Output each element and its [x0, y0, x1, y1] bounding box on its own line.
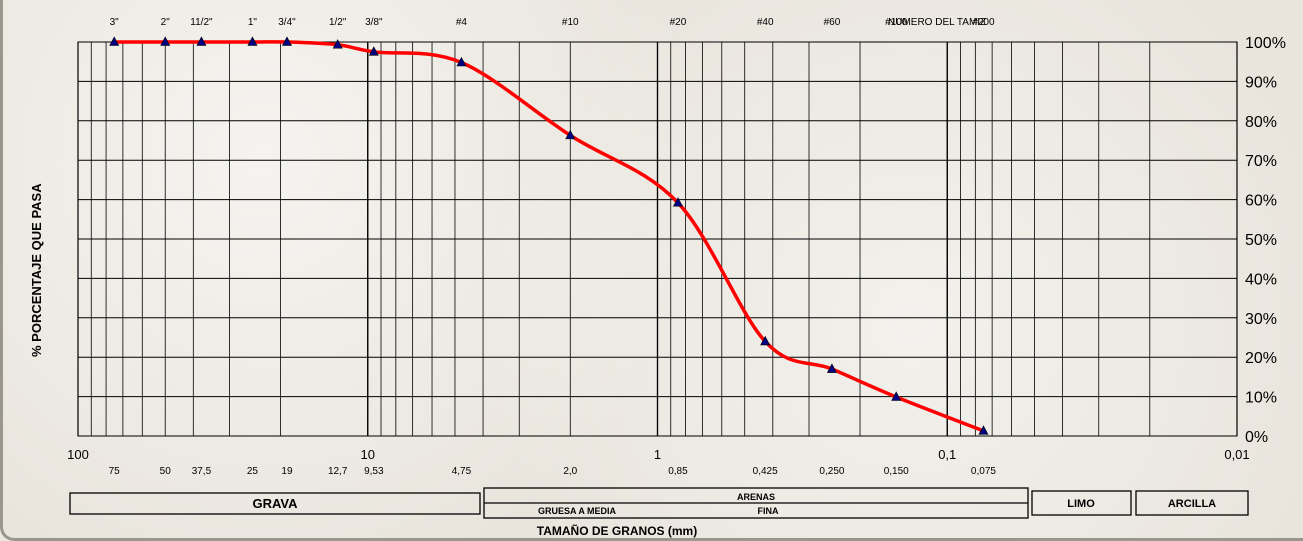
- data-point-marker: [456, 56, 467, 67]
- grain-size-label: 0,075: [971, 466, 996, 477]
- data-point-marker: [672, 197, 683, 207]
- fina-label: FINA: [758, 506, 779, 516]
- sieve-label: #60: [824, 17, 841, 28]
- x-main-tick-label: 0,1: [938, 447, 956, 462]
- grain-size-label: 19: [281, 466, 293, 477]
- x-main-tick-label: 10: [361, 447, 375, 462]
- grava-box: [69, 492, 481, 515]
- data-point-marker: [760, 335, 771, 346]
- y-tick-label: 50%: [1245, 232, 1277, 249]
- y-tick-label: 30%: [1245, 311, 1277, 328]
- x-main-tick-label: 1: [654, 447, 661, 462]
- grava-label: GRAVA: [252, 496, 298, 511]
- sieve-number-labels: 3" 2" 11/2" 1" 3/4" 1/2" 3/8" #4 #10 #20 #40 #60 #10…: [110, 17, 995, 28]
- grain-size-label: 0,85: [668, 466, 688, 477]
- classification-boxes: [69, 487, 1249, 519]
- grain-size-label: 9,53: [364, 466, 384, 477]
- grain-size-label: 12,7: [328, 466, 348, 477]
- sieve-label: #40: [757, 17, 774, 28]
- grain-size-label: 0,425: [753, 466, 778, 477]
- sieve-label: #10: [562, 17, 579, 28]
- grain-size-label: 37,5: [192, 466, 212, 477]
- limo-label: LIMO: [1067, 498, 1095, 510]
- grain-size-labels: 75 50 37,5 25 19 12,7 9,53 4,75 2,0 0,85 0,425 0,25…: [109, 466, 997, 477]
- data-point-marker: [281, 36, 292, 46]
- series-layer: [109, 36, 989, 435]
- y-tick-label: 90%: [1245, 74, 1277, 91]
- sieve-label: 1": [248, 17, 258, 28]
- sieve-number-title: NUMERO DEL TAMIZ: [888, 17, 986, 28]
- x-axis-label: TAMAÑO DE GRANOS (mm): [537, 523, 697, 538]
- y-axis-label: % PORCENTAJE QUE PASA: [29, 183, 44, 357]
- data-point-marker: [826, 363, 837, 373]
- sieve-label: 3/4": [278, 17, 296, 28]
- grain-size-label: 75: [109, 466, 121, 477]
- series-line: [112, 40, 986, 433]
- data-point-marker: [109, 36, 120, 46]
- grain-size-label: 2,0: [563, 466, 577, 477]
- data-point-marker: [196, 36, 207, 46]
- y-tick-label: 10%: [1245, 390, 1277, 407]
- sieve-label: #100: [885, 17, 908, 28]
- data-point-marker: [565, 129, 576, 140]
- y-tick-label: 60%: [1245, 193, 1277, 210]
- y-tick-label: 70%: [1245, 153, 1277, 170]
- sieve-label: 1/2": [329, 17, 347, 28]
- limo-box: [1031, 490, 1132, 516]
- grain-size-label: 4,75: [452, 466, 472, 477]
- y-tick-label: 40%: [1245, 271, 1277, 288]
- grid: [77, 41, 1238, 437]
- sieve-label: #4: [456, 17, 468, 28]
- y-tick-label: 0%: [1245, 429, 1268, 446]
- y-tick-label: 100%: [1245, 35, 1286, 52]
- data-point-marker: [368, 46, 379, 56]
- sieve-label: 3": [110, 17, 120, 28]
- y-tick-label: 80%: [1245, 114, 1277, 131]
- sieve-label: #200: [972, 17, 995, 28]
- x-main-tick-label: 0,01: [1224, 447, 1249, 462]
- x-main-tick-labels: 100 10 1 0,1 0,01: [67, 447, 1250, 462]
- arcilla-box: [1135, 490, 1249, 516]
- y-tick-label: 20%: [1245, 350, 1277, 367]
- sieve-label: 2": [161, 17, 171, 28]
- data-point-marker: [247, 36, 258, 46]
- grain-size-label: 50: [160, 466, 172, 477]
- data-point-marker: [160, 36, 171, 46]
- grain-size-label: 0,250: [819, 466, 844, 477]
- sieve-label: 3/8": [365, 17, 383, 28]
- x-main-tick-label: 100: [67, 447, 89, 462]
- grain-size-label: 25: [247, 466, 259, 477]
- data-point-marker: [332, 39, 343, 49]
- data-point-marker: [978, 425, 989, 435]
- sieve-label: #20: [670, 17, 687, 28]
- arcilla-label: ARCILLA: [1168, 498, 1216, 510]
- y-tick-labels: 0% 10% 20% 30% 40% 50% 60% 70% 80% 90% 100%: [1245, 35, 1286, 446]
- data-point-marker: [891, 391, 902, 401]
- sieve-label: 11/2": [190, 17, 213, 28]
- gruesa-media-label: GRUESA A MEDIA: [538, 506, 617, 516]
- grain-size-label: 0,150: [884, 466, 909, 477]
- arenas-label: ARENAS: [737, 492, 775, 502]
